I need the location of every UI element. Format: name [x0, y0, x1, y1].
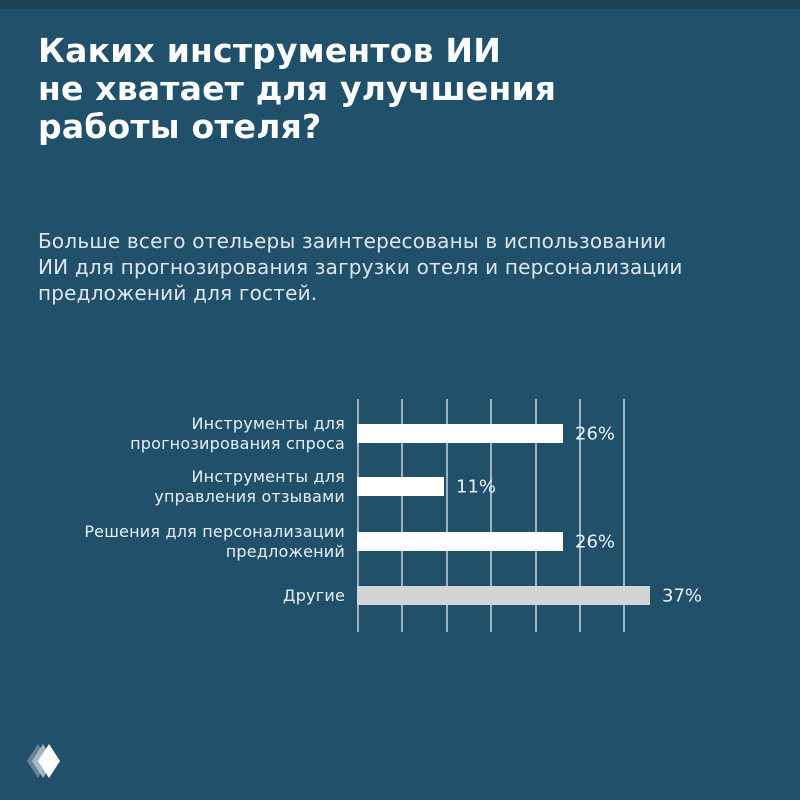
- gridline: [446, 399, 448, 632]
- subtitle: Больше всего отельеры заинтересованы в и…: [38, 229, 683, 305]
- category-label: Инструменты для управления отзывами: [154, 466, 345, 506]
- bar-value-label: 37%: [662, 585, 703, 606]
- category-label: Решения для персонализации предложений: [84, 521, 345, 561]
- chart-row: Решения для персонализации предложений 2…: [0, 522, 800, 561]
- gridline: [490, 399, 492, 632]
- gridline: [623, 399, 625, 632]
- bar: [357, 477, 444, 496]
- bar-value-label: 26%: [575, 531, 616, 552]
- bar-value-label: 11%: [456, 476, 497, 497]
- chart-row: Инструменты для управления отзывами 11%: [0, 467, 800, 506]
- category-label: Другие: [283, 585, 345, 605]
- bar-chart: Инструменты для прогнозирования спроса 2…: [0, 399, 800, 632]
- category-label: Инструменты для прогнозирования спроса: [130, 413, 345, 453]
- bar-value-label: 26%: [575, 423, 616, 444]
- page-title: Каких инструментов ИИ не хватает для улу…: [38, 31, 557, 146]
- bar: [357, 424, 563, 443]
- bar: [357, 586, 650, 605]
- chart-row: Другие 37%: [0, 585, 800, 606]
- gridline: [535, 399, 537, 632]
- brand-logo: [27, 744, 60, 778]
- logo-diamond-front: [38, 744, 60, 778]
- gridline: [401, 399, 403, 632]
- top-edge-shade: [0, 0, 800, 9]
- chart-row: Инструменты для прогнозирования спроса 2…: [0, 414, 800, 453]
- chart-grid: [0, 399, 800, 632]
- bar: [357, 532, 563, 551]
- gridline: [357, 399, 359, 632]
- gridline: [579, 399, 581, 632]
